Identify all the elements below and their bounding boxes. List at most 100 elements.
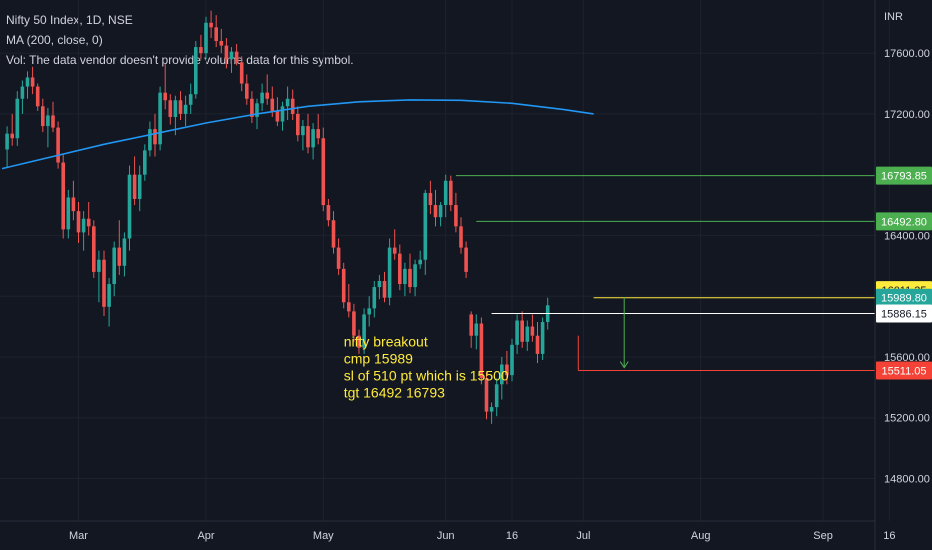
candle-body[interactable] <box>469 314 473 336</box>
candle-body[interactable] <box>127 174 132 239</box>
candle-body[interactable] <box>331 220 336 248</box>
candle-body[interactable] <box>372 287 377 309</box>
candle-body[interactable] <box>183 104 188 114</box>
candle-body[interactable] <box>525 326 530 342</box>
candle-body[interactable] <box>377 281 382 288</box>
candle-body[interactable] <box>71 197 76 212</box>
candle-body[interactable] <box>239 62 244 84</box>
candle-body[interactable] <box>234 51 239 63</box>
candle-body[interactable] <box>290 98 295 114</box>
price-tag[interactable] <box>876 288 932 307</box>
candle-body[interactable] <box>413 264 417 288</box>
candle-body[interactable] <box>535 335 540 354</box>
candle-body[interactable] <box>76 211 81 233</box>
candle-body[interactable] <box>46 115 50 127</box>
candle-body[interactable] <box>51 115 55 128</box>
candle-body[interactable] <box>474 323 479 336</box>
candle-body[interactable] <box>464 247 468 272</box>
candle-body[interactable] <box>250 98 254 117</box>
candle-body[interactable] <box>428 192 433 206</box>
candle-body[interactable] <box>30 77 35 87</box>
candle-body[interactable] <box>56 127 60 163</box>
candle-body[interactable] <box>311 129 315 148</box>
candle-body[interactable] <box>10 133 14 139</box>
candle-body[interactable] <box>188 94 193 105</box>
candle-body[interactable] <box>66 197 71 230</box>
candle-body[interactable] <box>92 226 96 272</box>
candle-body[interactable] <box>423 192 428 260</box>
candle-body[interactable] <box>158 92 162 145</box>
candle-body[interactable] <box>163 92 167 101</box>
candle-body[interactable] <box>280 106 285 122</box>
candle-body[interactable] <box>270 98 275 111</box>
candle-body[interactable] <box>382 281 387 298</box>
candle-body[interactable] <box>25 77 30 87</box>
candle-body[interactable] <box>112 247 116 285</box>
candle-body[interactable] <box>122 238 127 266</box>
candle-body[interactable] <box>505 364 509 376</box>
candle-body[interactable] <box>245 83 249 99</box>
volume-indicator-label[interactable]: Vol: The data vendor doesn't provide vol… <box>6 53 354 67</box>
candle-body[interactable] <box>433 205 438 218</box>
candle-body[interactable] <box>81 218 86 233</box>
candle-body[interactable] <box>336 247 341 269</box>
candle-body[interactable] <box>484 378 489 412</box>
moving-average-line[interactable] <box>1 99 594 170</box>
candle-body[interactable] <box>326 205 331 221</box>
price-tag[interactable] <box>876 212 932 231</box>
candle-body[interactable] <box>209 22 213 28</box>
candle-body[interactable] <box>387 247 392 298</box>
candle-body[interactable] <box>199 47 203 54</box>
price-tag[interactable] <box>876 361 932 380</box>
candle-body[interactable] <box>224 45 229 60</box>
candle-body[interactable] <box>515 320 519 345</box>
candle-body[interactable] <box>479 323 484 379</box>
candle-body[interactable] <box>143 150 147 175</box>
candle-body[interactable] <box>489 407 494 412</box>
candle-body[interactable] <box>530 326 535 336</box>
candle-body[interactable] <box>20 86 25 99</box>
candle-body[interactable] <box>86 218 91 227</box>
candle-body[interactable] <box>214 27 218 42</box>
candle-body[interactable] <box>148 129 152 151</box>
candle-body[interactable] <box>265 92 269 99</box>
candle-body[interactable] <box>316 129 320 139</box>
symbol-title[interactable]: Nifty 50 Index, 1D, NSE <box>6 13 133 27</box>
candle-body[interactable] <box>168 100 173 117</box>
candle-body[interactable] <box>418 259 422 265</box>
candle-body[interactable] <box>398 253 402 285</box>
candle-body[interactable] <box>102 259 106 307</box>
candle-body[interactable] <box>132 174 137 199</box>
candle-body[interactable] <box>5 133 9 150</box>
candle-body[interactable] <box>61 162 65 230</box>
candle-body[interactable] <box>341 268 346 303</box>
candle-body[interactable] <box>494 384 499 408</box>
candle-body[interactable] <box>153 129 157 145</box>
candle-body[interactable] <box>229 51 234 60</box>
candle-body[interactable] <box>459 226 463 248</box>
candle-body[interactable] <box>275 110 280 122</box>
candle-body[interactable] <box>117 247 122 266</box>
candle-body[interactable] <box>137 174 142 199</box>
candle-body[interactable] <box>540 322 545 354</box>
candle-body[interactable] <box>438 205 443 218</box>
candle-body[interactable] <box>352 311 356 336</box>
candle-body[interactable] <box>520 320 524 342</box>
price-tag[interactable] <box>876 166 932 185</box>
candle-body[interactable] <box>306 126 310 148</box>
candle-body[interactable] <box>408 268 412 288</box>
candle-body[interactable] <box>443 180 448 206</box>
candle-body[interactable] <box>173 100 178 117</box>
candle-body[interactable] <box>107 284 111 307</box>
candle-body[interactable] <box>41 106 45 127</box>
candle-body[interactable] <box>194 47 198 95</box>
candle-body[interactable] <box>204 22 208 54</box>
candle-body[interactable] <box>260 92 264 104</box>
candle-body[interactable] <box>97 259 101 272</box>
candle-body[interactable] <box>255 103 259 117</box>
candle-body[interactable] <box>178 100 183 114</box>
candle-body[interactable] <box>35 86 40 107</box>
candle-body[interactable] <box>321 138 326 206</box>
candle-body[interactable] <box>362 314 366 348</box>
